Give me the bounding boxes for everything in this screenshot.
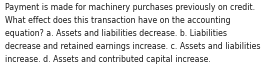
Text: What effect does this transaction have on the accounting: What effect does this transaction have o… bbox=[5, 16, 230, 25]
Text: decrease and retained earnings increase. c. Assets and liabilities: decrease and retained earnings increase.… bbox=[5, 42, 260, 51]
Text: Payment is made for machinery purchases previously on credit.: Payment is made for machinery purchases … bbox=[5, 3, 255, 12]
Text: equation? a. Assets and liabilities decrease. b. Liabilities: equation? a. Assets and liabilities decr… bbox=[5, 29, 227, 38]
Text: increase. d. Assets and contributed capital increase.: increase. d. Assets and contributed capi… bbox=[5, 55, 211, 63]
